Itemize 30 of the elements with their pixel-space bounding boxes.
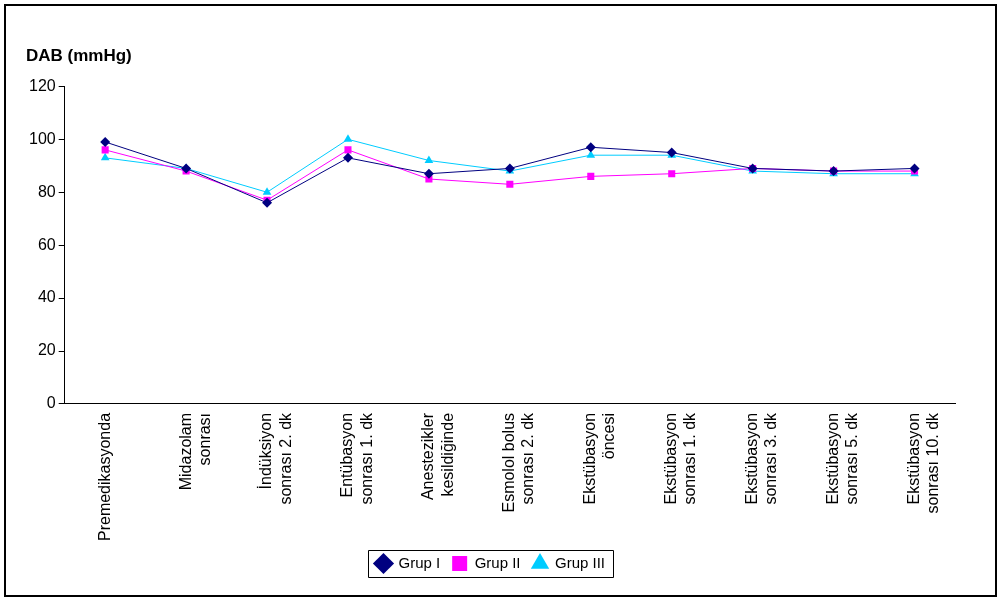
point	[343, 134, 353, 142]
y-tick-label: 20	[37, 341, 56, 359]
point	[262, 187, 272, 195]
point	[100, 152, 110, 161]
point	[262, 197, 273, 208]
x-tick-label: Ekstübasyon öncesi	[581, 412, 618, 505]
legend-label: Grup II	[474, 553, 521, 571]
point	[342, 152, 353, 163]
point	[587, 172, 595, 180]
point	[344, 146, 352, 154]
point	[423, 168, 434, 179]
y-tick-label: 80	[37, 182, 56, 200]
point	[100, 136, 111, 147]
y-axis-title: DAB (mmHg)	[26, 45, 132, 65]
point	[586, 150, 596, 158]
point	[668, 170, 676, 178]
y-tick-label: 100	[28, 129, 56, 147]
y-tick-label: 60	[37, 235, 56, 253]
x-tick-label: Premedikasyonda	[95, 412, 113, 542]
point	[909, 163, 920, 174]
point	[101, 146, 109, 154]
y-tick-label: 120	[28, 76, 56, 94]
point	[506, 180, 514, 188]
point	[585, 142, 596, 153]
point	[424, 155, 434, 163]
legend-label: Grup III	[555, 553, 606, 571]
x-tick-label: Midazolam sonrası	[176, 412, 213, 491]
legend-label: Grup I	[398, 553, 441, 571]
y-tick-label: 40	[37, 288, 56, 306]
y-tick-label: 0	[46, 394, 56, 412]
